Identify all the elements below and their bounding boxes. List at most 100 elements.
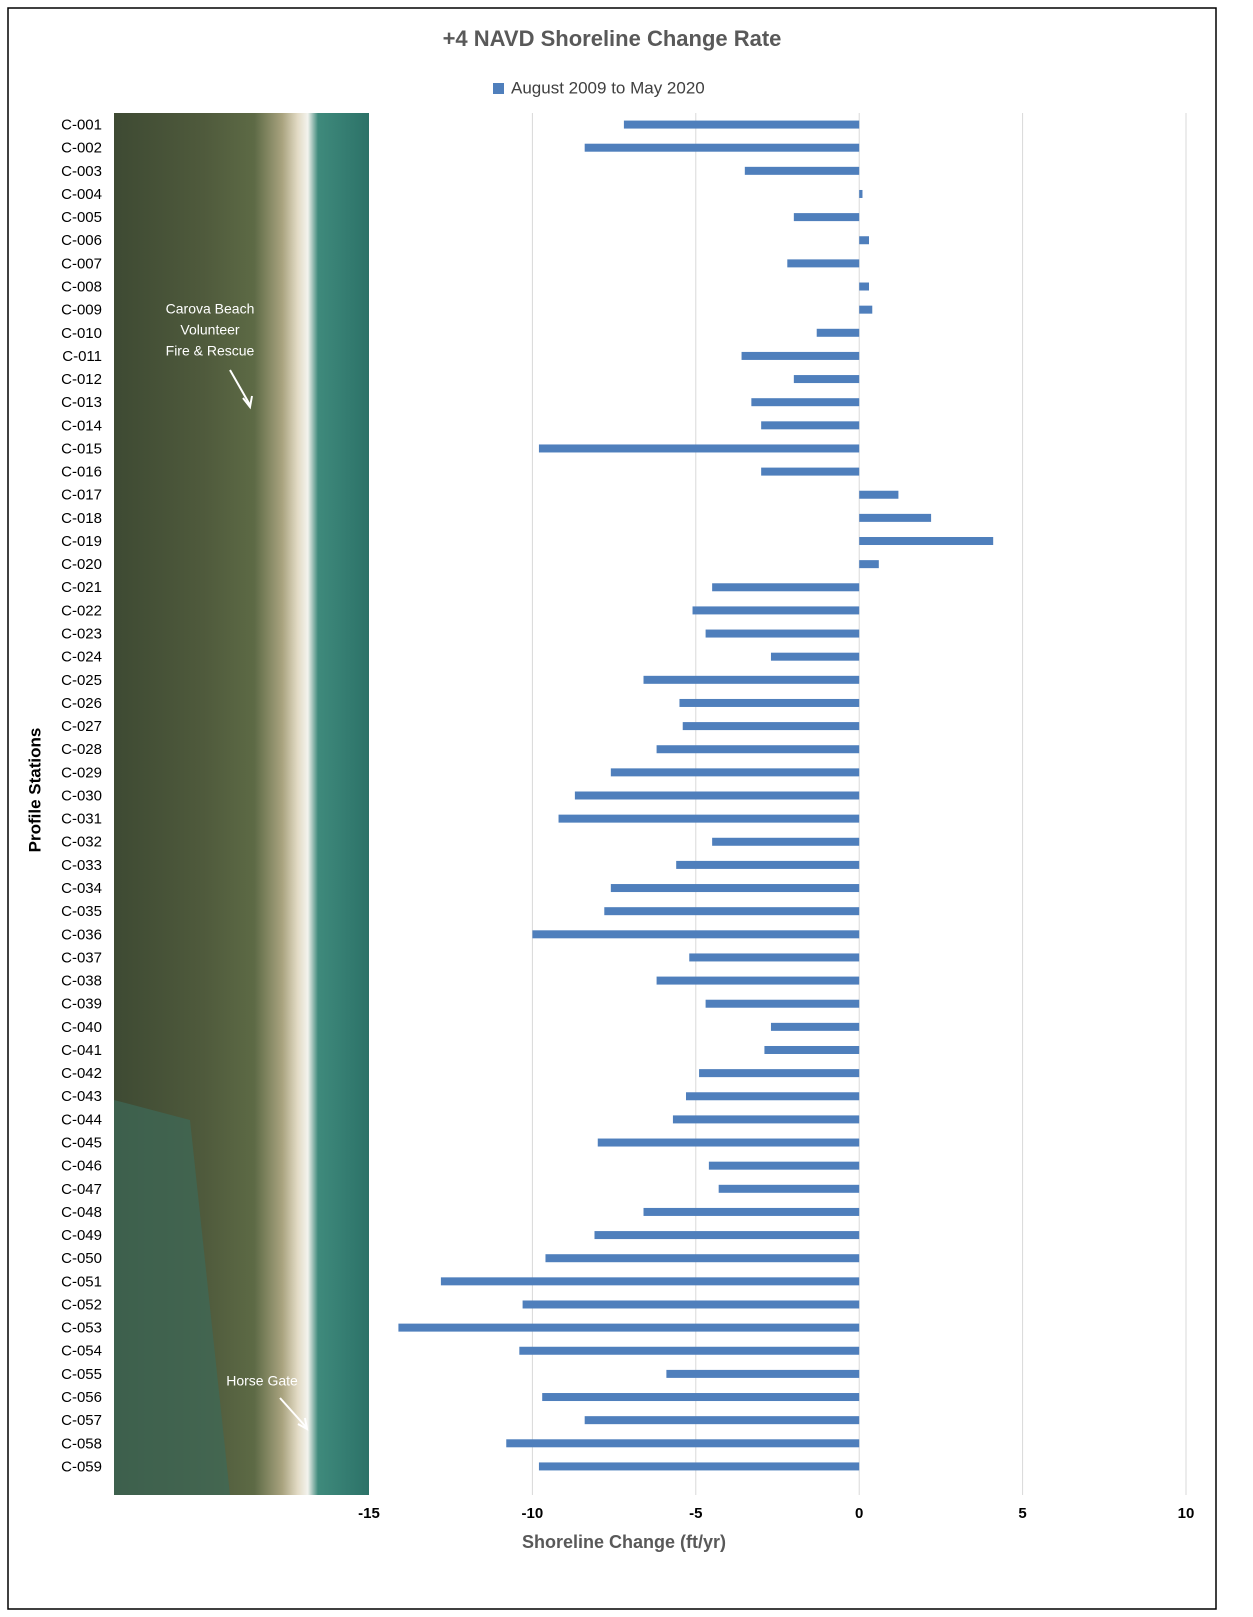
y-tick-label: C-053 bbox=[61, 1320, 102, 1337]
bar bbox=[744, 166, 860, 175]
y-tick-label: C-020 bbox=[61, 556, 102, 573]
bar bbox=[398, 1323, 860, 1332]
x-tick-label: -5 bbox=[689, 1505, 702, 1522]
y-tick-label: C-050 bbox=[61, 1250, 102, 1267]
bar bbox=[532, 930, 860, 939]
bar bbox=[699, 1069, 860, 1078]
y-tick-label: C-034 bbox=[61, 880, 102, 897]
y-tick-label: C-024 bbox=[61, 649, 102, 666]
bar bbox=[816, 328, 860, 337]
annotation-arrowhead bbox=[242, 395, 253, 410]
bar bbox=[623, 120, 860, 129]
y-tick-label: C-019 bbox=[61, 533, 102, 550]
y-tick-label: C-008 bbox=[61, 278, 102, 295]
bar bbox=[708, 1161, 860, 1170]
y-tick-label: C-049 bbox=[61, 1227, 102, 1244]
bar bbox=[712, 583, 860, 592]
y-tick-label: C-022 bbox=[61, 602, 102, 619]
y-tick-label: C-007 bbox=[61, 255, 102, 272]
bar bbox=[682, 722, 860, 731]
y-tick-label: C-027 bbox=[61, 718, 102, 735]
bar bbox=[676, 860, 860, 869]
bar bbox=[538, 1462, 860, 1471]
bar bbox=[519, 1346, 860, 1355]
bar bbox=[718, 1184, 860, 1193]
y-tick-label: C-029 bbox=[61, 764, 102, 781]
legend-swatch bbox=[493, 83, 504, 94]
bar bbox=[574, 791, 860, 800]
y-tick-label: C-035 bbox=[61, 903, 102, 920]
y-tick-label: C-030 bbox=[61, 787, 102, 804]
y-tick-label: C-013 bbox=[61, 394, 102, 411]
y-tick-label: C-010 bbox=[61, 325, 102, 342]
y-tick-label: C-021 bbox=[61, 579, 102, 596]
bar bbox=[666, 1369, 860, 1378]
annotation-arrowhead bbox=[297, 1417, 309, 1431]
bar bbox=[859, 513, 932, 522]
y-tick-label: C-026 bbox=[61, 695, 102, 712]
bar bbox=[643, 1207, 860, 1216]
bar bbox=[859, 282, 870, 291]
bar bbox=[685, 1092, 860, 1101]
bar bbox=[558, 814, 860, 823]
y-tick-label: C-055 bbox=[61, 1366, 102, 1383]
y-tick-label: C-016 bbox=[61, 464, 102, 481]
y-tick-label: C-028 bbox=[61, 741, 102, 758]
bar bbox=[440, 1277, 860, 1286]
bar bbox=[859, 537, 994, 546]
y-tick-label: C-004 bbox=[61, 186, 102, 203]
y-tick-label: C-015 bbox=[61, 440, 102, 457]
y-tick-label: C-032 bbox=[61, 834, 102, 851]
bar bbox=[793, 213, 860, 222]
x-tick-label: 5 bbox=[1018, 1505, 1026, 1522]
annotation: Carova Beach bbox=[166, 301, 255, 317]
bar bbox=[859, 236, 870, 245]
y-tick-label: C-041 bbox=[61, 1042, 102, 1059]
bar bbox=[770, 652, 860, 661]
y-tick-label: C-003 bbox=[61, 163, 102, 180]
bar bbox=[610, 768, 860, 777]
bar bbox=[584, 143, 860, 152]
bar bbox=[764, 1045, 860, 1054]
bar bbox=[751, 398, 860, 407]
x-tick-label: -10 bbox=[522, 1505, 544, 1522]
y-tick-label: C-059 bbox=[61, 1458, 102, 1475]
bar bbox=[584, 1416, 860, 1425]
bar bbox=[545, 1254, 860, 1263]
x-axis-title: Shoreline Change (ft/yr) bbox=[522, 1532, 726, 1552]
bar bbox=[506, 1439, 860, 1448]
y-tick-label: C-037 bbox=[61, 949, 102, 966]
chart-title: +4 NAVD Shoreline Change Rate bbox=[443, 26, 782, 51]
y-tick-label: C-046 bbox=[61, 1158, 102, 1175]
y-tick-label: C-057 bbox=[61, 1412, 102, 1429]
bar bbox=[692, 606, 860, 615]
y-tick-label: C-058 bbox=[61, 1435, 102, 1452]
bar bbox=[656, 745, 860, 754]
annotation-arrow bbox=[229, 369, 251, 406]
y-tick-label: C-005 bbox=[61, 209, 102, 226]
annotation: Fire & Rescue bbox=[166, 343, 255, 359]
bar bbox=[656, 976, 860, 985]
x-tick-label: 0 bbox=[855, 1505, 863, 1522]
y-tick-label: C-002 bbox=[61, 140, 102, 157]
x-tick-label: -15 bbox=[358, 1505, 380, 1522]
y-tick-label: C-031 bbox=[61, 811, 102, 828]
y-tick-label: C-025 bbox=[61, 672, 102, 689]
bar bbox=[793, 375, 860, 384]
bar bbox=[859, 490, 899, 499]
y-tick-label: C-011 bbox=[62, 348, 102, 365]
y-tick-label: C-056 bbox=[61, 1389, 102, 1406]
bar bbox=[643, 675, 860, 684]
y-tick-label: C-043 bbox=[61, 1088, 102, 1105]
annotation-arrow bbox=[279, 1397, 307, 1428]
x-tick-label: 10 bbox=[1178, 1505, 1195, 1522]
y-tick-label: C-044 bbox=[61, 1111, 102, 1128]
annotation: Horse Gate bbox=[226, 1373, 298, 1389]
y-tick-label: C-006 bbox=[61, 232, 102, 249]
satellite-water bbox=[114, 1100, 230, 1495]
y-tick-label: C-052 bbox=[61, 1296, 102, 1313]
y-tick-label: C-033 bbox=[61, 857, 102, 874]
y-tick-label: C-018 bbox=[61, 510, 102, 527]
y-tick-label: C-042 bbox=[61, 1065, 102, 1082]
